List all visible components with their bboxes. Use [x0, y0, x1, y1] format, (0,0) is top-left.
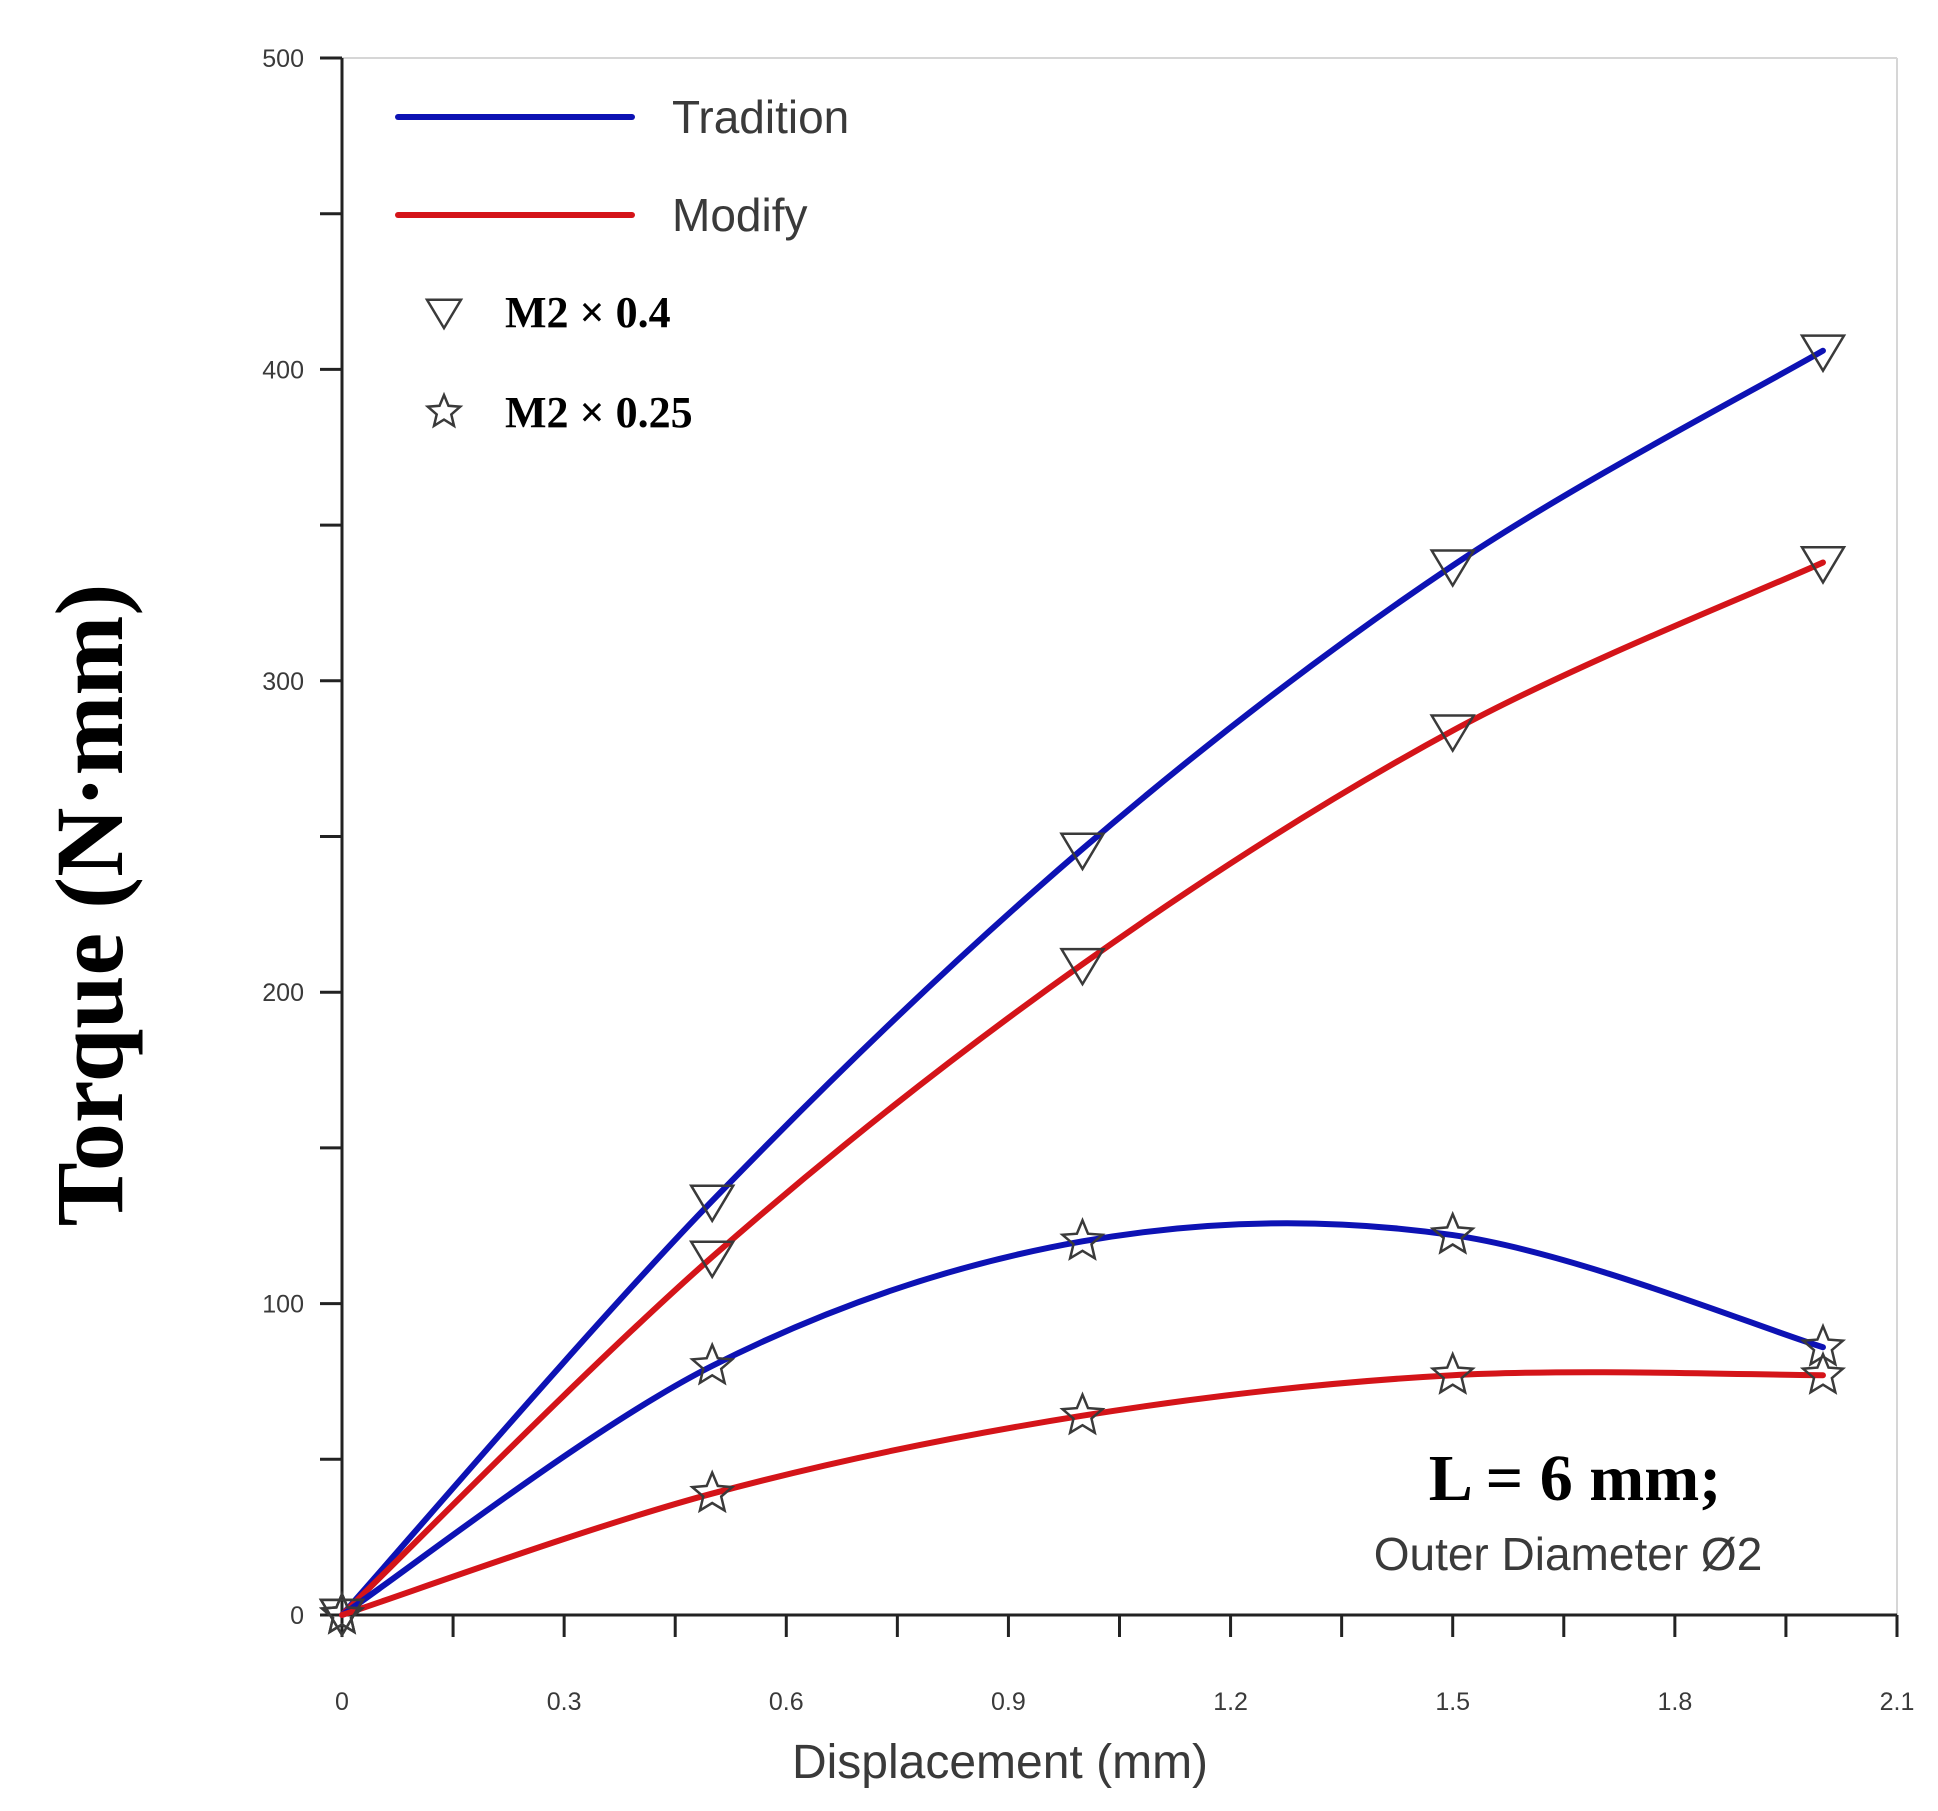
- marker-triangle-down: [1799, 334, 1847, 374]
- legend-marker-label: M2 × 0.25: [505, 388, 693, 437]
- x-tick-label: 2.1: [1880, 1688, 1915, 1716]
- marker-star: [1429, 1210, 1476, 1255]
- y-tick-label: 300: [262, 668, 304, 696]
- x-tick-label: 0.6: [769, 1688, 804, 1716]
- series-line-3: [339, 1369, 1826, 1618]
- x-tick-label: 0.3: [547, 1688, 582, 1716]
- marker-star: [1059, 1391, 1106, 1436]
- series-line-0: [339, 347, 1826, 1618]
- marker-triangle-down: [688, 1240, 736, 1280]
- marker-star: [689, 1341, 736, 1386]
- marker-triangle-down: [1429, 714, 1476, 754]
- marker-triangle-down: [1429, 549, 1476, 588]
- y-tick-label: 200: [262, 979, 304, 1007]
- marker-triangle-down: [688, 1184, 736, 1224]
- marker-triangle-down: [1059, 832, 1106, 872]
- x-tick-label: 1.2: [1213, 1688, 1248, 1716]
- x-axis-ticks: 0 0.3 0.6 0.9 1.2 1.5 1.8 2.1: [335, 1615, 1914, 1716]
- y-axis-label: Torque (N·mm): [36, 584, 143, 1227]
- marker-star: [1799, 1350, 1847, 1395]
- marker-triangle-down: [1799, 546, 1847, 585]
- legend-marker-triangle-down: [424, 298, 464, 331]
- y-tick-label: 0: [290, 1602, 304, 1630]
- x-axis-label: Displacement (mm): [792, 1736, 1208, 1789]
- y-axis-ticks: 0 100 200 300 400 500: [262, 45, 342, 1630]
- marker-star: [1429, 1350, 1476, 1395]
- y-tick-label: 500: [262, 45, 304, 73]
- x-tick-label: 0.9: [991, 1688, 1026, 1716]
- legend-line-label: Modify: [672, 189, 807, 241]
- y-tick-label: 100: [262, 1291, 304, 1319]
- legend-marker-label: M2 × 0.4: [505, 288, 671, 337]
- series-line-2: [339, 1220, 1826, 1618]
- marker-star: [689, 1469, 736, 1514]
- x-tick-label: 1.8: [1657, 1688, 1692, 1716]
- annotation-outer-diameter: Outer Diameter Ø2: [1374, 1528, 1763, 1580]
- x-tick-label: 0: [335, 1688, 349, 1716]
- y-tick-label: 400: [262, 356, 304, 384]
- annotation-length: L = 6 mm;: [1429, 1442, 1721, 1515]
- x-tick-label: 1.5: [1435, 1688, 1470, 1716]
- marker-triangle-down: [1059, 947, 1106, 987]
- legend-line-label: Tradition: [672, 91, 849, 143]
- series-markers: [318, 334, 1847, 1638]
- legend-marker-star: [424, 391, 464, 429]
- marker-star: [1059, 1217, 1106, 1261]
- marker-star: [318, 1590, 366, 1635]
